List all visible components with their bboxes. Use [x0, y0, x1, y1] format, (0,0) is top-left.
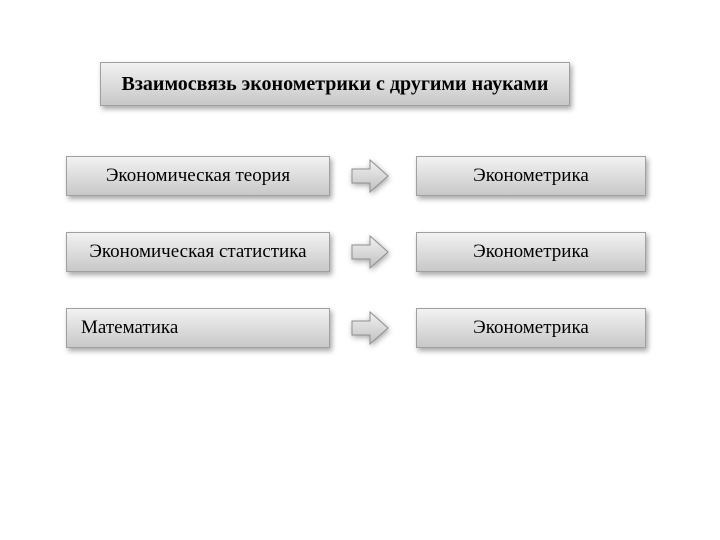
left-box-2: Математика — [66, 308, 330, 348]
right-box-2: Эконометрика — [416, 308, 646, 348]
arrow-icon-0 — [350, 158, 390, 194]
title-box: Взаимосвязь эконометрики с другими наука… — [100, 62, 570, 106]
right-box-1: Эконометрика — [416, 232, 646, 272]
right-box-2-label: Эконометрика — [473, 317, 589, 339]
title-box-label: Взаимосвязь эконометрики с другими наука… — [122, 73, 549, 96]
left-box-0-label: Экономическая теория — [106, 165, 290, 187]
left-box-1: Экономическая статистика — [66, 232, 330, 272]
left-box-0: Экономическая теория — [66, 156, 330, 196]
right-box-1-label: Эконометрика — [473, 241, 589, 263]
left-box-2-label: Математика — [81, 317, 178, 339]
arrow-icon-1 — [350, 234, 390, 270]
arrow-icon-2 — [350, 310, 390, 346]
right-box-0: Эконометрика — [416, 156, 646, 196]
right-box-0-label: Эконометрика — [473, 165, 589, 187]
left-box-1-label: Экономическая статистика — [89, 241, 306, 263]
